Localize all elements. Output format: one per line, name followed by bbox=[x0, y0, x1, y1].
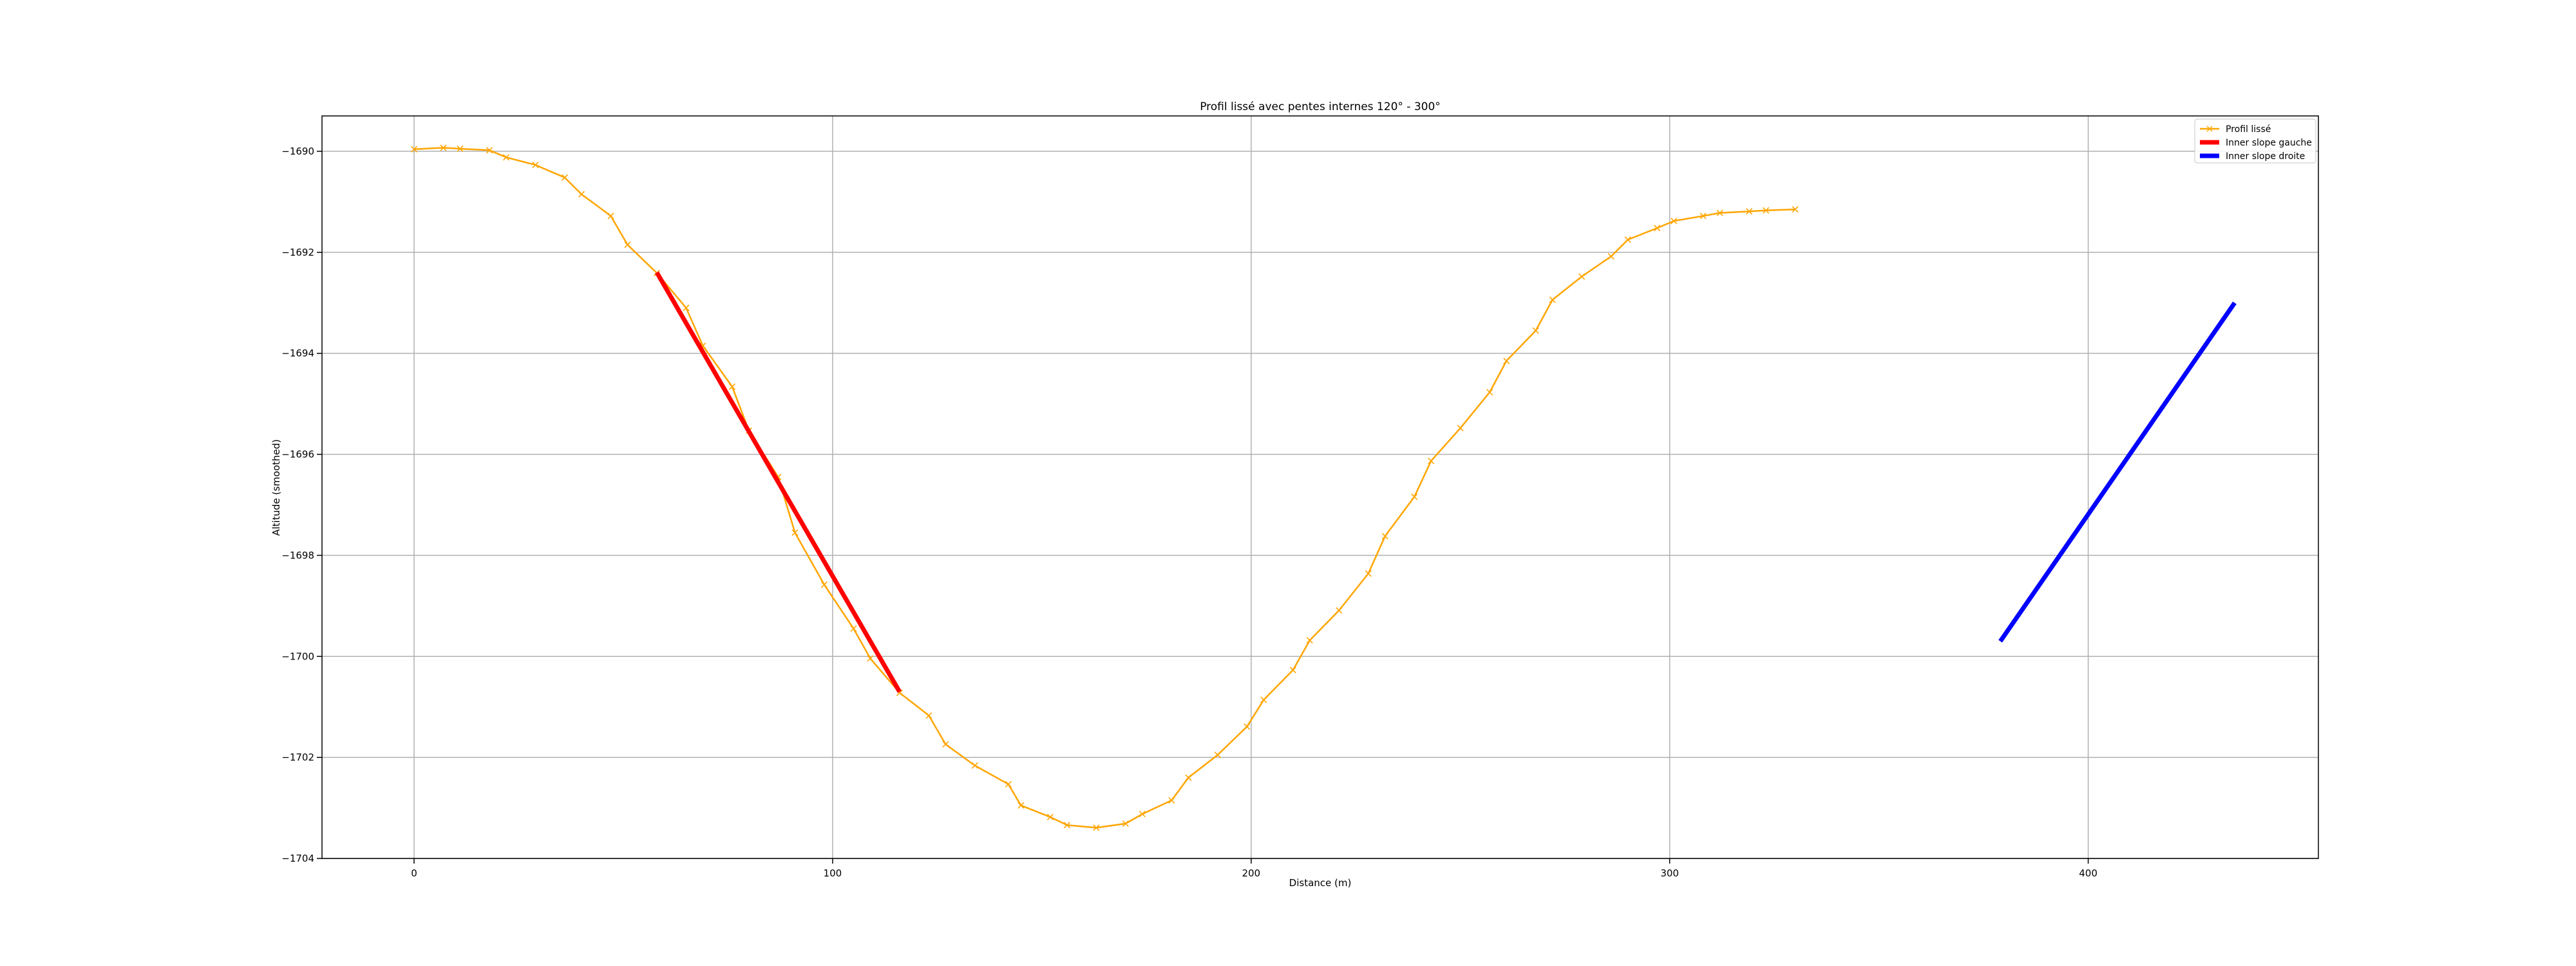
data-point-marker bbox=[1168, 797, 1175, 804]
data-point-marker bbox=[1700, 213, 1707, 220]
y-tick-label: −1702 bbox=[281, 752, 314, 763]
data-point-marker bbox=[1185, 774, 1192, 781]
data-point-marker bbox=[607, 213, 614, 220]
legend-label: Inner slope droite bbox=[2226, 151, 2305, 162]
data-point-marker bbox=[942, 741, 949, 748]
y-tick-label: −1700 bbox=[281, 650, 314, 662]
data-point-marker bbox=[1336, 607, 1343, 614]
x-tick-label: 400 bbox=[2079, 867, 2098, 879]
data-point-marker bbox=[1063, 822, 1070, 829]
y-tick-label: −1698 bbox=[281, 549, 314, 561]
chart-title: Profil lissé avec pentes internes 120° -… bbox=[1200, 100, 1441, 113]
data-point-marker bbox=[791, 529, 799, 536]
data-point-marker bbox=[1046, 813, 1054, 820]
data-point-marker bbox=[578, 191, 585, 198]
x-tick-label: 300 bbox=[1660, 867, 1679, 879]
data-point-marker bbox=[1763, 207, 1770, 214]
data-point-marker bbox=[1503, 357, 1510, 365]
data-point-marker bbox=[1746, 208, 1753, 215]
x-axis-ticks: 0 100 200 300 400 bbox=[411, 858, 2098, 879]
y-tick-label: −1690 bbox=[281, 146, 314, 157]
data-point-marker bbox=[502, 154, 510, 161]
data-point-marker bbox=[1428, 457, 1435, 464]
plot-frame bbox=[321, 115, 2319, 859]
data-point-marker bbox=[1306, 637, 1313, 644]
data-point-marker bbox=[440, 144, 447, 151]
legend-box bbox=[2194, 118, 2316, 164]
series-1 bbox=[654, 271, 902, 693]
legend: Profil lissé Inner slope gauche Inner slop… bbox=[2194, 118, 2316, 164]
data-point-marker bbox=[1549, 296, 1556, 303]
data-point-marker bbox=[1244, 723, 1251, 730]
data-point-marker bbox=[1716, 209, 1723, 216]
y-axis-label: Altitude (smoothed) bbox=[270, 439, 282, 536]
data-point-marker bbox=[1122, 820, 1129, 827]
data-point-marker bbox=[1532, 327, 1539, 334]
data-point-marker bbox=[971, 762, 978, 769]
data-point-marker bbox=[1624, 236, 1631, 243]
data-point-marker bbox=[1093, 824, 1100, 831]
data-point-marker bbox=[1792, 206, 1799, 213]
data-point-marker bbox=[486, 147, 493, 154]
data-point-marker bbox=[850, 625, 857, 632]
y-tick-label: −1704 bbox=[281, 853, 314, 864]
data-point-marker bbox=[561, 174, 569, 181]
data-point-marker bbox=[1018, 802, 1025, 809]
data-point-marker bbox=[1005, 781, 1012, 788]
series-0 bbox=[410, 144, 1799, 831]
data-point-marker bbox=[457, 145, 464, 153]
data-point-marker bbox=[925, 712, 933, 719]
data-point-marker bbox=[728, 383, 735, 390]
data-point-marker bbox=[820, 581, 828, 588]
data-point-marker bbox=[1486, 388, 1493, 396]
series-2 bbox=[1998, 301, 2237, 643]
data-point-marker bbox=[1457, 424, 1464, 431]
data-point-marker bbox=[683, 304, 690, 312]
x-axis-label: Distance (m) bbox=[1289, 877, 1352, 889]
data-point-marker bbox=[1289, 667, 1296, 674]
data-point-marker bbox=[1671, 218, 1678, 225]
data-point-marker bbox=[1381, 533, 1388, 540]
data-point-marker bbox=[1607, 252, 1615, 260]
x-tick-label: 0 bbox=[411, 867, 417, 879]
data-point-marker bbox=[1260, 696, 1267, 703]
series-line bbox=[654, 271, 902, 693]
data-point-marker bbox=[532, 162, 539, 169]
x-tick-label: 100 bbox=[824, 867, 842, 879]
y-tick-label: −1694 bbox=[281, 348, 314, 359]
legend-label: Inner slope gauche bbox=[2226, 138, 2312, 148]
data-point-marker bbox=[1365, 570, 1372, 577]
series-layer bbox=[410, 144, 2237, 831]
y-tick-label: −1696 bbox=[281, 449, 314, 460]
y-tick-label: −1692 bbox=[281, 247, 314, 258]
data-point-marker bbox=[1411, 493, 1418, 500]
data-point-marker bbox=[1214, 752, 1221, 759]
data-point-marker bbox=[1654, 225, 1661, 232]
data-point-marker bbox=[1139, 810, 1146, 818]
series-line bbox=[413, 147, 1795, 829]
legend-label: Profil lissé bbox=[2226, 124, 2271, 135]
data-point-marker bbox=[1578, 273, 1586, 280]
series-line bbox=[1998, 301, 2237, 643]
data-point-marker bbox=[624, 241, 631, 249]
x-tick-label: 200 bbox=[1242, 867, 1260, 879]
y-axis-ticks: −1704 −1702 −1700 −1698 −1696 −1694 −1692 −1690 bbox=[281, 146, 322, 864]
data-point-marker bbox=[867, 655, 874, 662]
data-point-marker bbox=[410, 146, 418, 153]
legend-marker bbox=[2206, 126, 2213, 132]
